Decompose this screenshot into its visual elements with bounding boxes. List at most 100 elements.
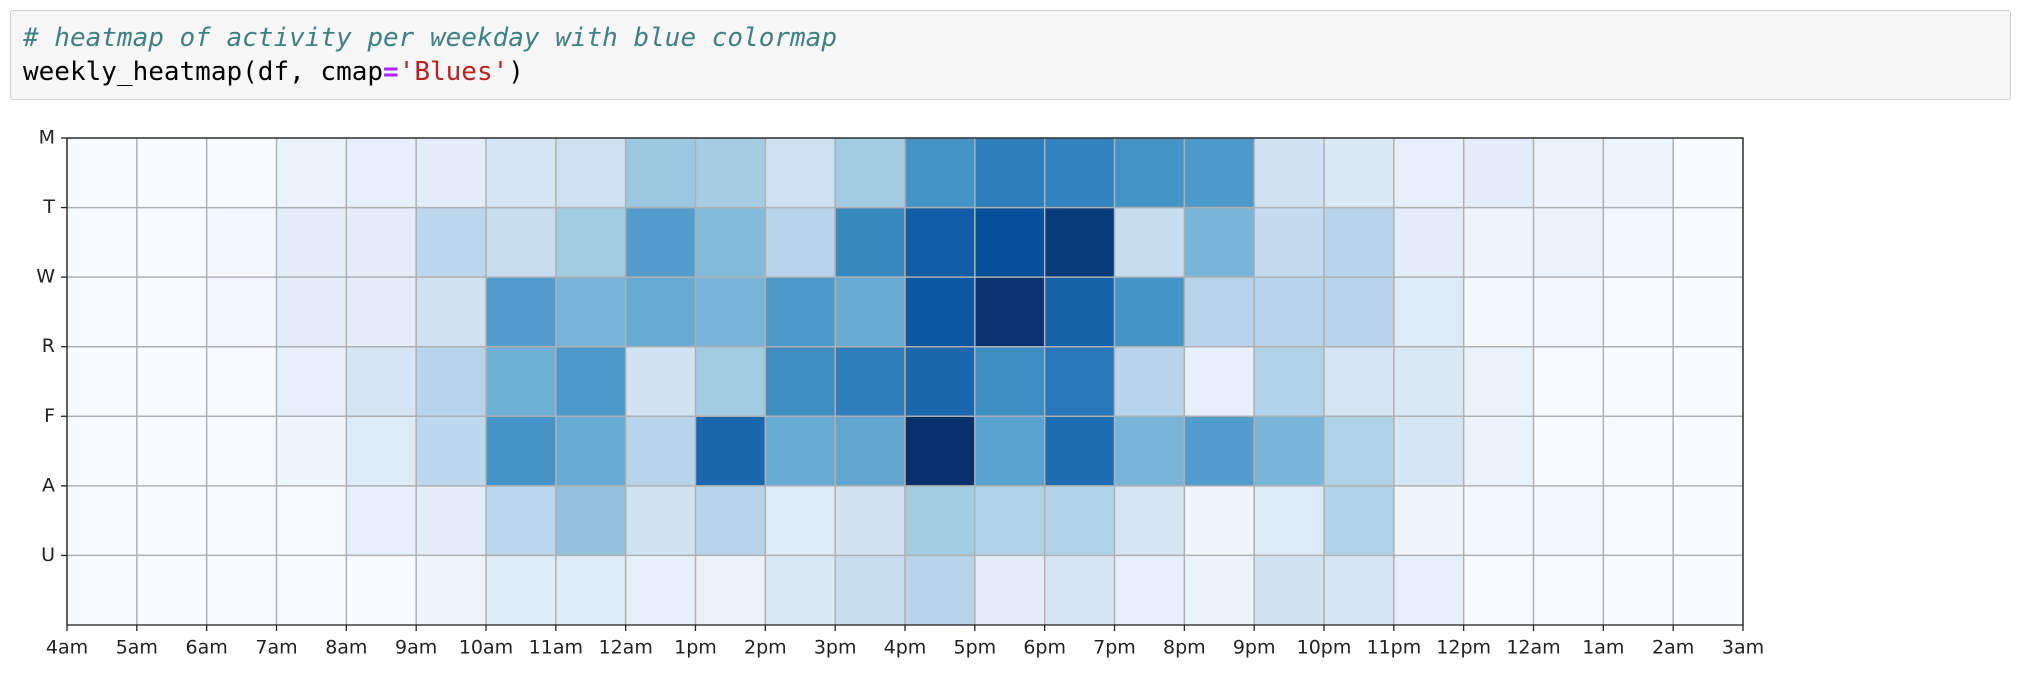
heatmap-cell (276, 277, 347, 348)
heatmap-cell (416, 416, 487, 487)
heatmap-cell (206, 416, 277, 487)
x-tick-label: 11am (529, 637, 583, 659)
heatmap-cell (486, 416, 557, 487)
heatmap-cell (1603, 207, 1674, 278)
heatmap-cell (1533, 277, 1604, 348)
heatmap-cell (974, 346, 1046, 417)
x-tick-label: 7pm (1093, 637, 1136, 659)
heatmap-cell (486, 555, 557, 626)
heatmap-cell (1114, 416, 1185, 487)
heatmap-cell (67, 555, 138, 626)
heatmap-cell (1184, 207, 1255, 278)
heatmap-cell (905, 138, 976, 209)
heatmap-cell (346, 485, 417, 556)
y-tick-label: M (39, 127, 55, 149)
heatmap-cell (625, 485, 696, 556)
heatmap-cell (765, 555, 836, 626)
x-tick-label: 4pm (884, 637, 927, 659)
heatmap-cell (206, 277, 277, 348)
heatmap-cell (1393, 277, 1465, 348)
heatmap-cell (625, 416, 696, 487)
heatmap-cell (346, 277, 417, 348)
heatmap-cell (486, 485, 557, 556)
heatmap-cell (1044, 138, 1115, 209)
y-tick-label: A (42, 474, 55, 496)
heatmap-cell (695, 555, 766, 626)
x-tick-label: 12am (1506, 637, 1560, 659)
heatmap-cell (905, 346, 976, 417)
heatmap-cell (1463, 416, 1534, 487)
y-tick-label: W (36, 266, 55, 288)
heatmap-cell (905, 277, 976, 348)
heatmap-cell (1324, 207, 1395, 278)
y-tick-label: R (42, 335, 55, 357)
heatmap-cell (765, 207, 836, 278)
heatmap-cell (835, 555, 906, 626)
x-tick-label: 5am (116, 637, 158, 659)
heatmap-cell (1044, 485, 1115, 556)
heatmap-cell (136, 207, 208, 278)
heatmap-cell (206, 207, 277, 278)
heatmap-cell (486, 138, 557, 209)
heatmap-cell (136, 138, 208, 209)
heatmap-cell (1324, 138, 1395, 209)
heatmap-cell (1533, 138, 1604, 209)
heatmap-cell (1673, 346, 1744, 417)
heatmap-cell (416, 555, 487, 626)
x-tick-label: 1pm (674, 637, 717, 659)
heatmap-cell (1114, 555, 1185, 626)
heatmap-cell (974, 138, 1046, 209)
heatmap-cell (1254, 138, 1325, 209)
heatmap-cell (1533, 416, 1604, 487)
heatmap-cell (695, 138, 766, 209)
heatmap-cell (974, 416, 1046, 487)
heatmap-cell (416, 485, 487, 556)
heatmap-cell (1673, 416, 1744, 487)
heatmap-cell (765, 277, 836, 348)
heatmap-cell (206, 346, 277, 417)
heatmap-cell (1254, 416, 1325, 487)
heatmap-cell (1044, 416, 1115, 487)
heatmap-cell (974, 207, 1046, 278)
y-tick-label: F (44, 405, 55, 427)
heatmap-cell (1254, 485, 1325, 556)
heatmap-cell (625, 346, 696, 417)
heatmap-cell (1533, 346, 1604, 417)
heatmap-cell (276, 485, 347, 556)
heatmap-cell (1603, 485, 1674, 556)
x-tick-label: 5pm (953, 637, 996, 659)
heatmap-cell (276, 416, 347, 487)
heatmap-cell (1463, 207, 1534, 278)
heatmap-cell (346, 138, 417, 209)
heatmap-cell (1673, 207, 1744, 278)
x-tick-label: 4am (46, 637, 88, 659)
x-tick-label: 3pm (814, 637, 857, 659)
heatmap-cell (1673, 277, 1744, 348)
heatmap-cell (974, 485, 1046, 556)
heatmap-cell (695, 485, 766, 556)
heatmap-cell (974, 555, 1046, 626)
heatmap-cell (67, 346, 138, 417)
code-token: 'Blues' (398, 57, 509, 87)
heatmap-cell (1324, 485, 1395, 556)
heatmap-cell (1254, 346, 1325, 417)
heatmap-cell (416, 346, 487, 417)
x-tick-label: 7am (255, 637, 297, 659)
heatmap-cell (1393, 207, 1465, 278)
heatmap-cell (625, 207, 696, 278)
heatmap-cell (486, 207, 557, 278)
heatmap-cell (765, 346, 836, 417)
x-tick-label: 12pm (1436, 637, 1491, 659)
heatmap-cell (136, 277, 208, 348)
heatmap-cell (276, 555, 347, 626)
code-cell[interactable]: # heatmap of activity per weekday with b… (10, 10, 2011, 100)
heatmap-cell (1114, 485, 1185, 556)
heatmap-cell (1324, 555, 1395, 626)
heatmap-cell (1114, 277, 1185, 348)
heatmap-cell (276, 207, 347, 278)
heatmap-cell (1603, 555, 1674, 626)
x-tick-label: 8pm (1163, 637, 1206, 659)
heatmap-cell (905, 485, 976, 556)
heatmap-cell (625, 138, 696, 209)
x-tick-label: 6pm (1023, 637, 1066, 659)
